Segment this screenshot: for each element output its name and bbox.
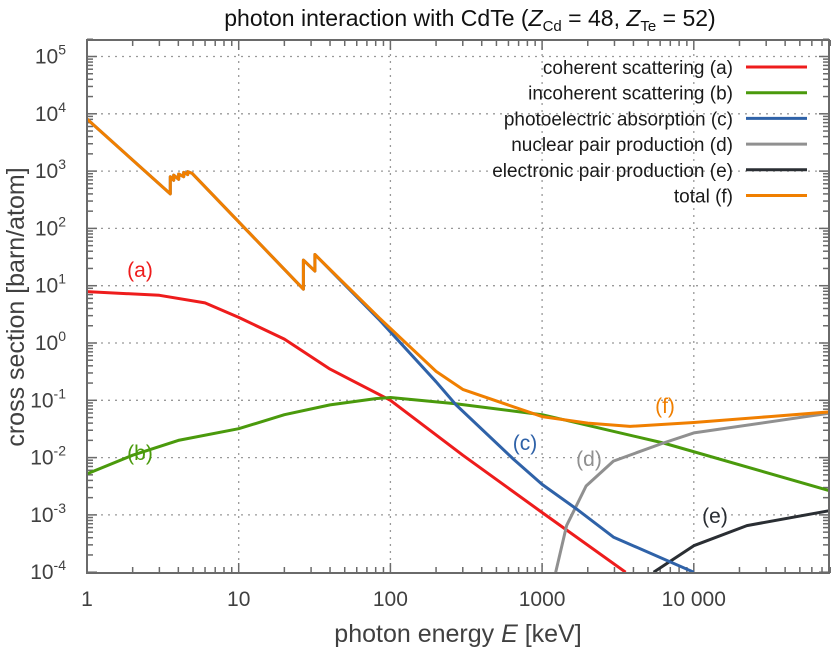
legend-label: electronic pair production (e) [492, 161, 733, 182]
y-tick-label: 103 [35, 156, 66, 183]
x-tick-label: 10 [227, 588, 250, 611]
y-tick-label: 10-4 [30, 557, 66, 584]
series-line-b [87, 396, 829, 493]
series-line-d [554, 411, 829, 573]
y-tick-label: 100 [35, 328, 66, 355]
curve-label: (d) [576, 448, 602, 471]
series-line-e [652, 509, 829, 573]
legend-label: coherent scattering (a) [543, 58, 733, 79]
curve-labels: (a) (b) (c) (d) (e) (f) [127, 259, 728, 528]
curve-label: (e) [702, 505, 728, 528]
tick-labels: 1 10 100 1000 10 000 10-4 10-3 10-2 10-1 100 101 10… [30, 42, 726, 612]
curve-label: (a) [127, 259, 153, 282]
legend: coherent scattering (a) incoherent scatte… [492, 58, 807, 208]
legend-label: photoelectric absorption (c) [504, 109, 733, 130]
y-tick-label: 101 [35, 271, 66, 298]
x-tick-label: 10 000 [662, 588, 726, 611]
y-tick-label: 105 [35, 42, 66, 69]
grid [87, 40, 829, 573]
legend-label: nuclear pair production (d) [511, 135, 733, 156]
curve-label: (b) [127, 442, 153, 465]
x-tick-label: 100 [373, 588, 408, 611]
y-tick-label: 10-3 [30, 500, 66, 527]
series-line-f [87, 117, 829, 428]
chart-title: photon interaction with CdTe (ZCd = 48, … [224, 5, 715, 35]
legend-label: incoherent scattering (b) [528, 84, 733, 105]
x-tick-label: 1 [81, 588, 93, 611]
y-tick-label: 104 [35, 99, 66, 126]
x-axis-label: photon energy E [keV] [334, 620, 581, 648]
curve-label: (f) [655, 395, 675, 418]
series-line-a [87, 290, 627, 573]
curve-label: (c) [513, 432, 538, 455]
series-line-c [87, 117, 695, 573]
x-tick-label: 1000 [519, 588, 566, 611]
y-tick-label: 102 [35, 213, 66, 240]
y-tick-label: 10-2 [30, 443, 66, 470]
y-axis-label: cross section [barn/atom] [2, 167, 30, 446]
plot-frame [86, 39, 830, 574]
y-tick-label: 10-1 [30, 385, 66, 412]
legend-label: total (f) [674, 187, 733, 208]
curves [87, 117, 829, 573]
